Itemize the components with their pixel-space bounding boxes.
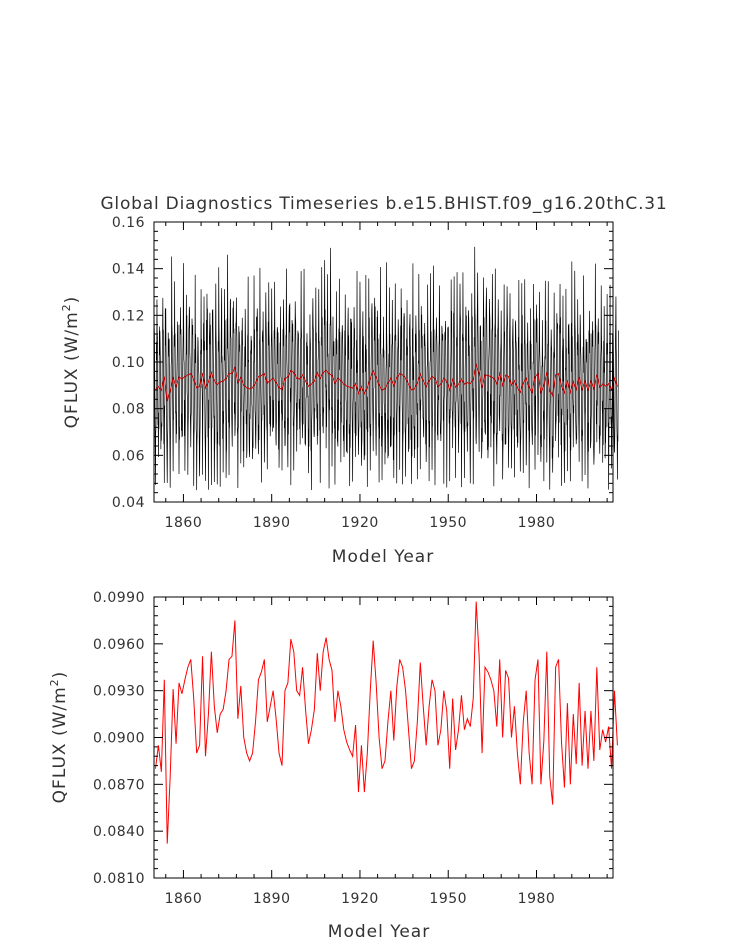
top-y-axis-label-close: ) [62, 296, 82, 304]
bottom-panel: 1860 1890 1920 1950 1980 0.08100.08400.08700… [48, 590, 618, 942]
bottom-x-tick-label: 1860 [165, 891, 203, 907]
top-x-tick-label: 1980 [518, 515, 556, 531]
bottom-y-axis-label-sup: 2 [48, 678, 61, 686]
top-y-tick-label: 0.10 [112, 355, 145, 371]
bottom-ticks [154, 596, 613, 879]
bottom-y-axis-label-close: ) [50, 671, 70, 679]
bottom-y-tick-labels: 0.0810 0.0840 0.0870 0.0900 0.0930 0.0960 0.09… [93, 590, 145, 887]
top-monthly-series-line [153, 246, 619, 491]
top-y-axis-label-base: QFLUX (W/m [62, 311, 82, 428]
bottom-x-tick-labels: 1860 1890 1920 1950 1980 [165, 891, 556, 907]
top-y-tick-label: 0.12 [112, 308, 145, 324]
top-series-group [153, 246, 619, 491]
bottom-y-tick-label: 0.0930 [93, 684, 145, 700]
top-chart-title: Global Diagnostics Timeseries b.e15.BHIS… [100, 194, 667, 214]
bottom-y-tick-label: 0.0900 [93, 731, 145, 747]
bottom-x-tick-label: 1920 [341, 891, 379, 907]
top-x-tick-labels: 1860 1890 1920 1950 1980 [165, 515, 556, 531]
top-y-axis-label: QFLUX (W/m2) [60, 296, 82, 429]
top-y-tick-label: 0.04 [112, 495, 145, 511]
bottom-series-group [154, 601, 618, 844]
top-y-tick-label: 0.14 [112, 262, 145, 278]
top-y-tick-label: 0.16 [112, 215, 145, 231]
top-annual-series-line [155, 363, 618, 402]
top-x-tick-label: 1950 [429, 515, 467, 531]
bottom-y-axis-label-base: QFLUX (W/m [50, 686, 70, 803]
bottom-y-tick-label: 0.0990 [93, 590, 145, 606]
bottom-x-tick-label: 1980 [518, 891, 556, 907]
bottom-annual-series-line [154, 601, 618, 844]
bottom-x-tick-label: 1890 [253, 891, 291, 907]
top-x-tick-label: 1860 [165, 515, 203, 531]
top-ticks [154, 221, 613, 503]
top-y-axis-label-sup: 2 [60, 303, 73, 311]
top-x-axis-label: Model Year [332, 547, 434, 567]
top-y-tick-label: 0.06 [112, 448, 145, 464]
bottom-y-axis-label: QFLUX (W/m2) [48, 671, 70, 804]
bottom-y-tick-label: 0.0810 [93, 871, 145, 887]
bottom-x-tick-label: 1950 [429, 891, 467, 907]
bottom-y-tick-label: 0.0960 [93, 637, 145, 653]
top-y-tick-label: 0.08 [112, 402, 145, 418]
top-x-tick-label: 1890 [253, 515, 291, 531]
bottom-x-axis-label: Model Year [328, 922, 430, 942]
top-panel: Global Diagnostics Timeseries b.e15.BHIS… [60, 194, 667, 567]
top-y-tick-labels: 0.04 0.06 0.08 0.10 0.12 0.14 0.16 [112, 215, 145, 511]
top-x-tick-label: 1920 [341, 515, 379, 531]
bottom-y-tick-label: 0.0870 [93, 777, 145, 793]
bottom-y-tick-label: 0.0840 [93, 824, 145, 840]
